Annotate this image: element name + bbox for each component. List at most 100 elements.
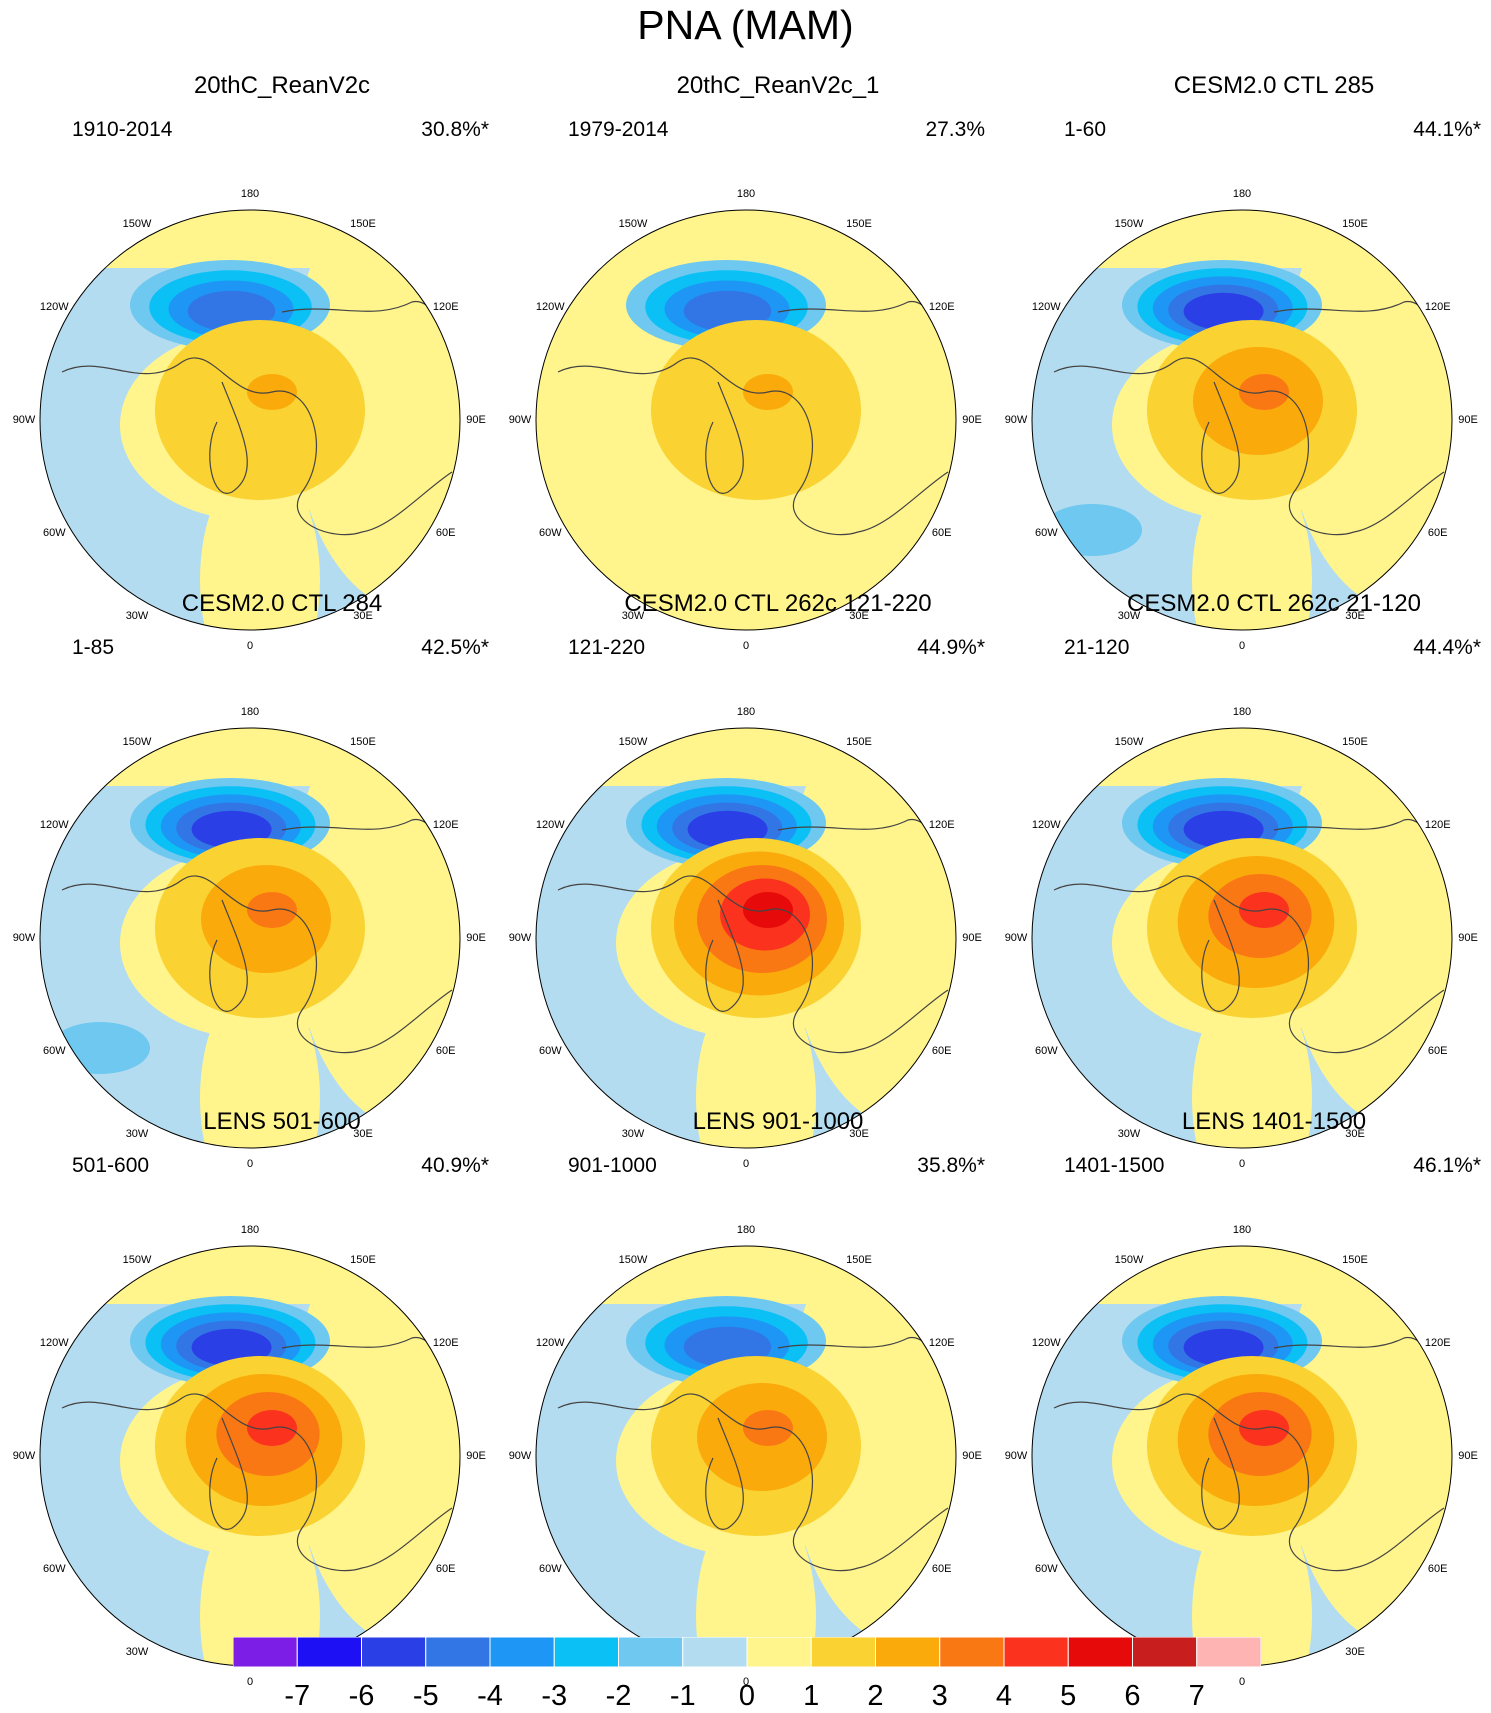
longitude-label: 120W [1031, 819, 1061, 831]
longitude-label: 30W [621, 1127, 645, 1140]
longitude-label: 90W [508, 414, 532, 426]
longitude-label: 0 [1238, 1158, 1246, 1170]
longitude-label: 0 [246, 1158, 254, 1170]
longitude-label: 120E [432, 1337, 459, 1349]
longitude-label: 90W [12, 1450, 36, 1462]
longitude-label: 90W [1004, 414, 1028, 426]
map-panel: CESM2.0 CTL 262c 121-220 121-220 44.9%* 180… [509, 590, 1028, 1170]
colorbar-svg [232, 1636, 1262, 1668]
longitude-label: 30E [849, 1127, 869, 1140]
panel-title: 20thC_ReanV2c [193, 72, 371, 99]
longitude-label: 60W [42, 527, 66, 539]
longitude-label: 30W [1117, 609, 1141, 622]
panel-period: 1-60 [1064, 118, 1107, 141]
positive-region [1192, 1496, 1312, 1666]
figure-title: PNA (MAM) [637, 2, 854, 48]
longitude-label: 120E [432, 301, 459, 313]
colorbar-segment [875, 1636, 941, 1668]
coastline [705, 899, 744, 1012]
longitude-label: 30E [1345, 1645, 1365, 1658]
longitude-label: 120W [535, 819, 565, 831]
positive-region [1032, 1246, 1452, 1304]
colorbar-segment [1003, 1636, 1069, 1668]
coastline [209, 899, 248, 1012]
longitude-label: 180 [736, 706, 756, 718]
panel-variance-explained: 40.9%* [421, 1154, 489, 1177]
coastline [557, 357, 949, 536]
positive-region [536, 728, 956, 786]
coastline [1201, 1417, 1240, 1530]
longitude-label: 150W [618, 736, 648, 749]
polar-map [535, 727, 957, 1149]
colorbar-segment [746, 1636, 812, 1668]
coastline [1053, 875, 1445, 1054]
longitude-label: 30W [125, 609, 149, 622]
positive-region [1282, 728, 1452, 1128]
longitude-label: 120E [928, 819, 955, 831]
positive-region [290, 728, 460, 1128]
longitude-label: 180 [736, 1224, 756, 1236]
colorbar-tick-label: 6 [1124, 1680, 1141, 1712]
longitude-label: 90E [962, 414, 982, 426]
contour-field [1032, 728, 1452, 1148]
longitude-label: 150W [618, 1254, 648, 1267]
panel-variance-explained: 35.8%* [917, 1154, 985, 1177]
positive-region [786, 728, 956, 1128]
longitude-label: 0 [246, 1676, 254, 1688]
panel-period: 901-1000 [568, 1154, 657, 1177]
colorbar-segment [553, 1636, 619, 1668]
longitude-label: 90E [1458, 414, 1478, 426]
colorbar-segment [296, 1636, 362, 1668]
coastline [1053, 357, 1445, 536]
panel-variance-explained: 46.1%* [1413, 1154, 1481, 1177]
longitude-label: 90E [1458, 932, 1478, 944]
longitude-label: 150W [1114, 218, 1144, 231]
coastline [61, 357, 453, 536]
panel-period: 121-220 [568, 636, 646, 659]
longitude-label: 150E [1342, 736, 1368, 749]
positive-region [1282, 210, 1452, 610]
coastline [705, 381, 744, 494]
longitude-label: 60W [1034, 1563, 1058, 1575]
colorbar-tick-label: -1 [669, 1680, 696, 1712]
longitude-label: 150E [350, 736, 376, 749]
coastline [557, 875, 949, 1054]
longitude-label: 150W [122, 218, 152, 231]
map-panel: 20thC_ReanV2c 1910-2014 30.8%* 180 150E 120E 9… [13, 72, 532, 652]
map-panel: LENS 501-600 501-600 40.9%* 180 150E 120E 90E 6… [13, 1108, 532, 1688]
longitude-label: 0 [1238, 640, 1246, 652]
longitude-label: 150W [1114, 736, 1144, 749]
colorbar-tick-label: -3 [541, 1680, 568, 1712]
longitude-label: 120W [1031, 301, 1061, 313]
colorbar-segment [425, 1636, 491, 1668]
longitude-label: 90E [1458, 1450, 1478, 1462]
longitude-label: 120W [1031, 1337, 1061, 1349]
colorbar-segment [1067, 1636, 1133, 1668]
colorbar-segment [682, 1636, 748, 1668]
colorbar-segment [1132, 1636, 1198, 1668]
colorbar [232, 1636, 1262, 1668]
longitude-label: 60E [435, 1563, 456, 1575]
positive-region [40, 210, 460, 268]
longitude-label: 60E [1427, 1563, 1448, 1575]
panel-variance-explained: 42.5%* [421, 636, 489, 659]
colorbar-segment [810, 1636, 876, 1668]
map-boundary [535, 209, 957, 631]
map-boundary [39, 727, 461, 1149]
positive-contour [651, 320, 861, 500]
panel-variance-explained: 44.9%* [917, 636, 985, 659]
longitude-label: 60E [931, 1045, 952, 1057]
longitude-label: 180 [736, 188, 756, 200]
contour-field [40, 1246, 460, 1666]
longitude-label: 90E [962, 932, 982, 944]
longitude-label: 150W [1114, 1254, 1144, 1267]
colorbar-tick-label: 5 [1060, 1680, 1077, 1712]
polar-map [1031, 727, 1453, 1149]
longitude-label: 180 [1232, 188, 1252, 200]
longitude-label: 90W [508, 932, 532, 944]
colorbar-tick-label: -5 [412, 1680, 439, 1712]
colorbar-tick-label: 3 [931, 1680, 948, 1712]
colorbar-tick-label: -4 [477, 1680, 503, 1712]
positive-region [40, 1246, 460, 1304]
panel-title: LENS 901-1000 [692, 1108, 864, 1135]
